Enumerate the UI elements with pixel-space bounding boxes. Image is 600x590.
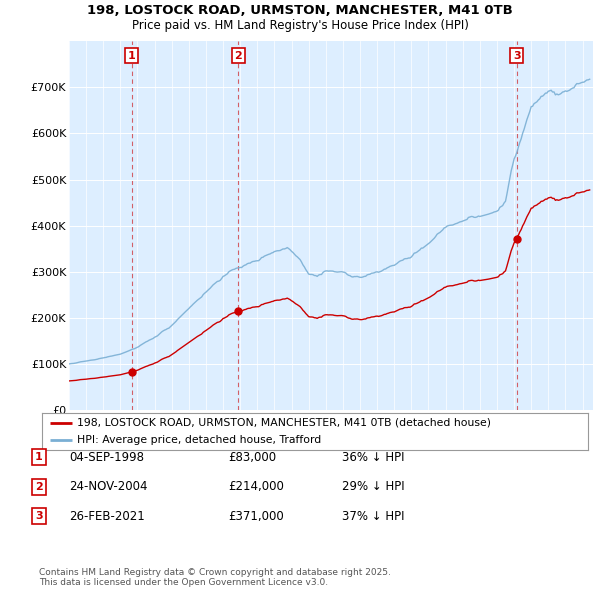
Text: 2: 2 — [35, 482, 43, 491]
Text: 2: 2 — [235, 51, 242, 61]
Text: £83,000: £83,000 — [228, 451, 276, 464]
Text: 1: 1 — [35, 453, 43, 462]
Text: HPI: Average price, detached house, Trafford: HPI: Average price, detached house, Traf… — [77, 435, 322, 445]
Text: 37% ↓ HPI: 37% ↓ HPI — [342, 510, 404, 523]
Text: 198, LOSTOCK ROAD, URMSTON, MANCHESTER, M41 0TB (detached house): 198, LOSTOCK ROAD, URMSTON, MANCHESTER, … — [77, 418, 491, 428]
Text: 26-FEB-2021: 26-FEB-2021 — [69, 510, 145, 523]
Text: Price paid vs. HM Land Registry's House Price Index (HPI): Price paid vs. HM Land Registry's House … — [131, 19, 469, 32]
Text: 36% ↓ HPI: 36% ↓ HPI — [342, 451, 404, 464]
Text: £214,000: £214,000 — [228, 480, 284, 493]
Text: 198, LOSTOCK ROAD, URMSTON, MANCHESTER, M41 0TB: 198, LOSTOCK ROAD, URMSTON, MANCHESTER, … — [87, 4, 513, 17]
Text: 29% ↓ HPI: 29% ↓ HPI — [342, 480, 404, 493]
Text: 3: 3 — [513, 51, 520, 61]
Text: 3: 3 — [35, 512, 43, 521]
Text: 1: 1 — [128, 51, 136, 61]
Text: 24-NOV-2004: 24-NOV-2004 — [69, 480, 148, 493]
Text: £371,000: £371,000 — [228, 510, 284, 523]
Text: Contains HM Land Registry data © Crown copyright and database right 2025.
This d: Contains HM Land Registry data © Crown c… — [39, 568, 391, 587]
Text: 04-SEP-1998: 04-SEP-1998 — [69, 451, 144, 464]
